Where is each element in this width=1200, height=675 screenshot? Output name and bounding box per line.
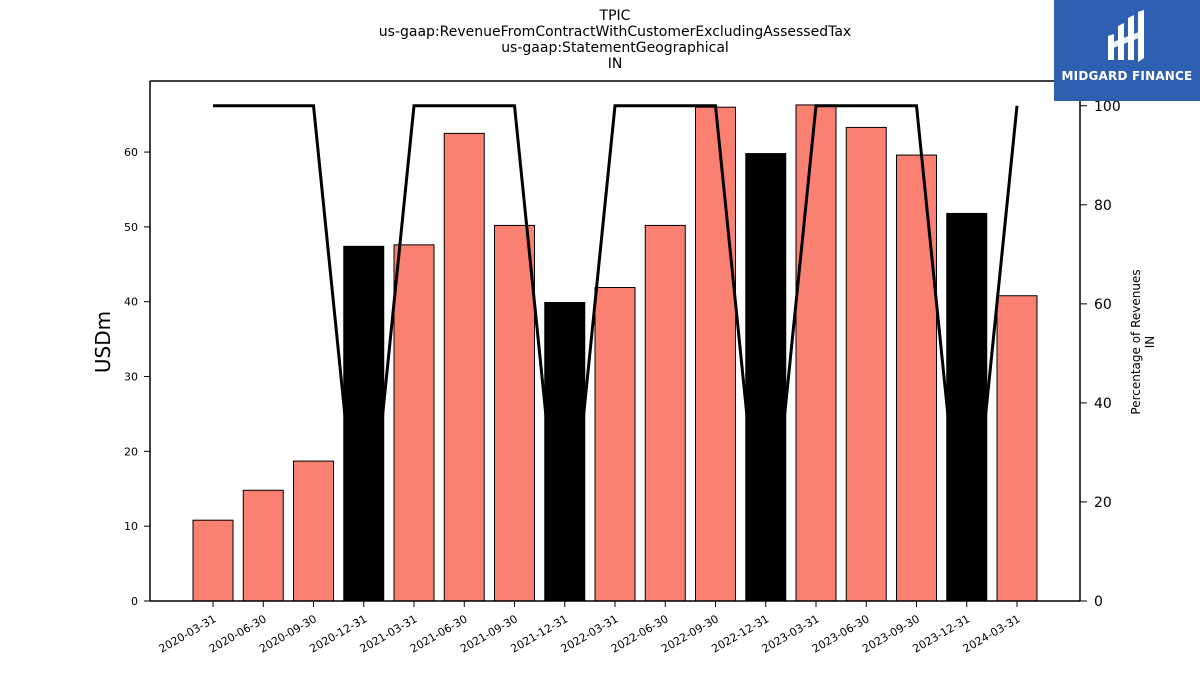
bar xyxy=(242,489,284,602)
chart-title-line: us-gaap:RevenueFromContractWithCustomerE… xyxy=(379,24,851,40)
y2-tick-label: 40 xyxy=(1094,396,1112,412)
bar xyxy=(594,287,636,602)
bar xyxy=(896,154,937,602)
bar xyxy=(343,245,385,602)
bar xyxy=(695,106,736,602)
bar xyxy=(795,104,837,602)
y2-tick-label: 80 xyxy=(1094,198,1112,214)
y-tick-label: 20 xyxy=(124,445,138,458)
bar xyxy=(192,519,234,602)
bar xyxy=(293,460,334,602)
chart-title-line: us-gaap:StatementGeographical xyxy=(501,40,729,56)
y-tick-label: 0 xyxy=(131,595,138,608)
bar xyxy=(644,224,686,602)
midgard-logo-icon xyxy=(1108,10,1144,62)
percentage-line xyxy=(213,104,1019,602)
y-tick-label: 60 xyxy=(124,146,138,159)
y-tick-label: 50 xyxy=(124,221,138,234)
y2-tick-label: 60 xyxy=(1094,297,1112,313)
bar xyxy=(544,301,586,602)
y2-axis-label-line: Percentage of Revenues xyxy=(1129,269,1143,414)
bar xyxy=(393,244,435,602)
bar xyxy=(443,132,485,602)
midgard-finance-logo: MIDGARD FINANCE xyxy=(1054,0,1200,101)
bar xyxy=(845,126,887,602)
bar xyxy=(745,153,787,602)
bar xyxy=(946,212,988,602)
y2-tick-label: 20 xyxy=(1094,495,1112,511)
y-axis-label: USDm xyxy=(91,311,115,373)
y-tick-label: 40 xyxy=(124,296,138,309)
y-tick-label: 30 xyxy=(124,371,138,384)
x-tick-label: 2024-03-31 xyxy=(961,612,1023,655)
y2-tick-label: 100 xyxy=(1094,99,1121,115)
y-tick-label: 10 xyxy=(124,520,138,533)
bar xyxy=(494,224,535,602)
chart-title-line: IN xyxy=(608,56,623,72)
chart-title-line: TPIC xyxy=(599,8,631,24)
y2-axis-label-line: IN xyxy=(1143,336,1157,349)
y2-tick-label: 0 xyxy=(1094,594,1103,610)
logo-text: MIDGARD FINANCE xyxy=(1061,69,1193,83)
bar xyxy=(996,295,1038,602)
